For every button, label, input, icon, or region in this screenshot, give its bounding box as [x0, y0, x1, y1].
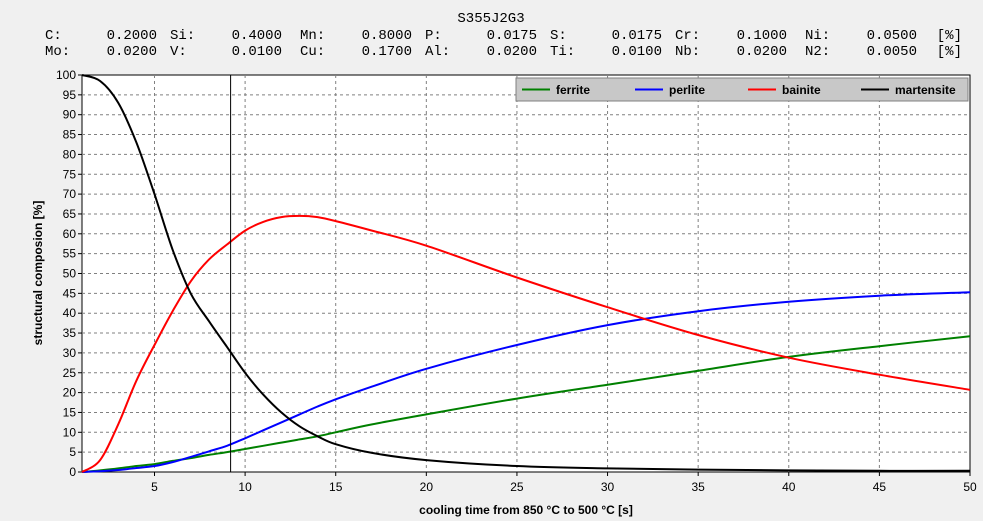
y-tick-label: 5: [69, 445, 76, 459]
element-value: 0.2000: [107, 28, 157, 44]
element-symbol: Mo:: [45, 44, 70, 60]
x-tick-label: 20: [420, 480, 434, 494]
element-symbol: Ni:: [805, 28, 830, 44]
y-tick-label: 0: [69, 465, 76, 479]
y-tick-label: 60: [63, 227, 77, 241]
element-value: 0.0200: [737, 44, 787, 60]
element-value: 0.8000: [362, 28, 412, 44]
element-symbol: Cr:: [675, 28, 700, 44]
element-value: 0.4000: [232, 28, 282, 44]
y-tick-label: 50: [63, 267, 77, 281]
legend-label-martensite: martensite: [895, 83, 956, 97]
legend-label-ferrite: ferrite: [556, 83, 590, 97]
y-tick-label: 35: [63, 326, 77, 340]
element-symbol: V:: [170, 44, 187, 60]
series-line-martensite: [81, 74, 971, 472]
series-lines: [81, 74, 971, 473]
y-tick-label: 20: [63, 386, 77, 400]
element-value: 0.0100: [612, 44, 662, 60]
unit-label: [%]: [937, 44, 962, 60]
y-tick-label: 45: [63, 286, 77, 300]
y-tick-label: 90: [63, 108, 77, 122]
axis-ticks: 5 10 15 20 25 30 35 40 45 50 0 5 10 15 20 25 30 35 40 45 50 5…: [56, 68, 977, 494]
chart-title: S355J2G3: [457, 11, 524, 27]
legend-label-perlite: perlite: [669, 83, 705, 97]
element-value: 0.0200: [487, 44, 537, 60]
y-tick-label: 100: [56, 68, 76, 82]
x-tick-label: 45: [873, 480, 887, 494]
y-tick-label: 65: [63, 207, 77, 221]
x-tick-label: 35: [691, 480, 705, 494]
element-value: 0.0175: [612, 28, 662, 44]
element-symbol: Si:: [170, 28, 195, 44]
y-tick-label: 15: [63, 405, 77, 419]
unit-label: [%]: [937, 28, 962, 44]
y-tick-label: 70: [63, 187, 77, 201]
legend-label-bainite: bainite: [782, 83, 821, 97]
element-value: 0.1000: [737, 28, 787, 44]
series-line-bainite: [81, 214, 971, 473]
x-tick-label: 40: [782, 480, 796, 494]
legend: ferrite perlite bainite martensite: [515, 77, 969, 102]
element-value: 0.0100: [232, 44, 282, 60]
x-tick-label: 15: [329, 480, 343, 494]
element-value: 0.0200: [107, 44, 157, 60]
x-tick-label: 5: [151, 480, 158, 494]
element-symbol: Mn:: [300, 28, 325, 44]
element-symbol: Nb:: [675, 44, 700, 60]
legend-box: [515, 77, 969, 102]
y-axis-label: structural composion [%]: [31, 201, 45, 346]
y-tick-label: 25: [63, 366, 77, 380]
element-symbol: Ti:: [550, 44, 575, 60]
element-value: 0.0175: [487, 28, 537, 44]
y-tick-label: 30: [63, 346, 77, 360]
element-symbol: C:: [45, 28, 62, 44]
grid-lines: [82, 75, 970, 472]
element-symbol: S:: [550, 28, 567, 44]
element-symbol: Cu:: [300, 44, 325, 60]
x-tick-label: 50: [963, 480, 977, 494]
x-tick-label: 30: [601, 480, 615, 494]
element-value: 0.0050: [867, 44, 917, 60]
series-line-perlite: [81, 291, 971, 473]
y-tick-label: 55: [63, 247, 77, 261]
y-tick-label: 75: [63, 167, 77, 181]
y-tick-label: 10: [63, 425, 77, 439]
y-tick-label: 85: [63, 128, 77, 142]
y-tick-label: 80: [63, 147, 77, 161]
y-tick-label: 95: [63, 88, 77, 102]
element-symbol: P:: [425, 28, 442, 44]
element-symbol: Al:: [425, 44, 450, 60]
element-symbol: N2:: [805, 44, 830, 60]
x-tick-label: 10: [238, 480, 252, 494]
element-value: 0.1700: [362, 44, 412, 60]
element-value: 0.0500: [867, 28, 917, 44]
y-tick-label: 40: [63, 306, 77, 320]
series-line-ferrite: [81, 335, 971, 473]
x-axis-label: cooling time from 850 °C to 500 °C [s]: [419, 503, 633, 517]
composition-table: C: 0.2000 Si: 0.4000 Mn: 0.8000 P: 0.0175 S: 0.01…: [45, 28, 962, 60]
x-tick-label: 25: [510, 480, 524, 494]
